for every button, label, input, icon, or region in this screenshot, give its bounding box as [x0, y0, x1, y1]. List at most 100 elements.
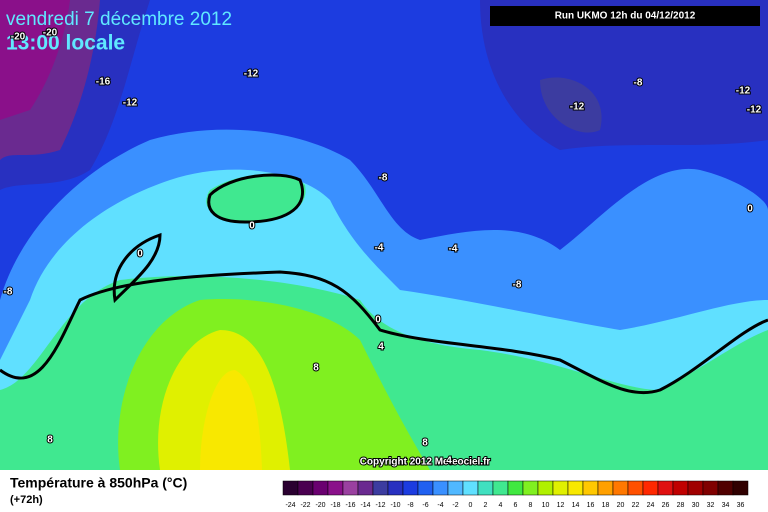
scale-label: 26 — [662, 502, 670, 509]
scale-label: 32 — [707, 502, 715, 509]
scale-swatch — [717, 480, 734, 496]
scale-swatch — [552, 480, 569, 496]
contour-label: -20 — [11, 32, 26, 43]
cold-area — [540, 77, 602, 133]
scale-label: -20 — [315, 502, 325, 509]
lead-time: (+72h) — [10, 494, 43, 506]
contour-label: -8 — [379, 173, 388, 184]
scale-label: 8 — [529, 502, 533, 509]
scale-swatch — [447, 480, 464, 496]
zero-contour — [0, 270, 768, 395]
warm-patch — [206, 174, 306, 223]
scale-label: 34 — [722, 502, 730, 509]
scale-swatch — [462, 480, 479, 496]
scale-label: 28 — [677, 502, 685, 509]
contour-label: 8 — [313, 363, 319, 374]
contour-label: -12 — [736, 86, 751, 97]
scale-swatch — [357, 480, 374, 496]
contour-label: 0 — [747, 204, 753, 215]
scale-label: 10 — [542, 502, 550, 509]
scale-swatch — [282, 480, 299, 496]
contour-label: 0 — [137, 249, 143, 260]
scale-swatch — [432, 480, 449, 496]
scale-swatch — [687, 480, 704, 496]
scale-label: -18 — [330, 502, 340, 509]
contour-label: 8 — [47, 435, 53, 446]
contour-label: -20 — [43, 28, 58, 39]
scale-swatch — [477, 480, 494, 496]
run-info: Run UKMO 12h du 04/12/2012 — [555, 11, 696, 22]
scale-swatch — [657, 480, 674, 496]
scale-label: 20 — [617, 502, 625, 509]
zero-contour — [207, 173, 304, 224]
contour-label: 8 — [422, 438, 428, 449]
contour-label: 0 — [375, 315, 381, 326]
run-box — [490, 6, 760, 26]
copyright: Copyright 2012 Meteociel.fr — [360, 457, 491, 468]
scale-swatch — [522, 480, 539, 496]
contour-label: -8 — [4, 287, 13, 298]
scale-label: -12 — [375, 502, 385, 509]
scale-swatch — [327, 480, 344, 496]
scale-label: -4 — [437, 502, 443, 509]
scale-swatch — [597, 480, 614, 496]
scale-label: -10 — [390, 502, 400, 509]
scale-swatch — [582, 480, 599, 496]
scale-swatch — [567, 480, 584, 496]
zero-contour — [112, 232, 162, 304]
contour-label: -12 — [570, 102, 585, 113]
scale-label: -24 — [285, 502, 295, 509]
scale-swatch — [387, 480, 404, 496]
scale-swatch — [732, 480, 749, 496]
scale-label: -2 — [452, 502, 458, 509]
time: 13:00 locale — [6, 32, 125, 55]
scale-swatch — [627, 480, 644, 496]
scale-label: 14 — [572, 502, 580, 509]
scale-label: 0 — [469, 502, 473, 509]
scale-label: 36 — [737, 502, 745, 509]
cold-area — [0, 0, 70, 120]
contour-label: 4 — [378, 342, 384, 353]
scale-label: 22 — [632, 502, 640, 509]
scale-label: 18 — [602, 502, 610, 509]
scale-label: 2 — [484, 502, 488, 509]
scale-swatch — [417, 480, 434, 496]
scale-label: 16 — [587, 502, 595, 509]
scale-label: 12 — [557, 502, 565, 509]
contour-label: 0 — [249, 221, 255, 232]
scale-swatch — [672, 480, 689, 496]
contour-label: -12 — [747, 105, 762, 116]
scale-label: 4 — [499, 502, 503, 509]
legend-title: Température à 850hPa (°C) — [10, 475, 187, 491]
contour-label: -16 — [96, 77, 111, 88]
scale-swatch — [297, 480, 314, 496]
scale-label: 6 — [514, 502, 518, 509]
contour-label: -4 — [449, 244, 458, 255]
scale-label: 30 — [692, 502, 700, 509]
contour-label: 4 — [446, 456, 452, 467]
scale-label: -16 — [345, 502, 355, 509]
contour-label: -8 — [513, 280, 522, 291]
contour-label: -8 — [634, 78, 643, 89]
scale-label: -14 — [360, 502, 370, 509]
warm-area — [200, 370, 262, 470]
scale-label: 24 — [647, 502, 655, 509]
scale-swatch — [507, 480, 524, 496]
contour-label: -12 — [244, 69, 259, 80]
scale-swatch — [342, 480, 359, 496]
scale-swatch — [402, 480, 419, 496]
scale-swatch — [702, 480, 719, 496]
scale-swatch — [372, 480, 389, 496]
scale-swatch — [642, 480, 659, 496]
scale-label: -8 — [407, 502, 413, 509]
date: vendredi 7 décembre 2012 — [6, 9, 232, 30]
scale-swatch — [312, 480, 329, 496]
scale-swatch — [537, 480, 554, 496]
scale-swatch — [492, 480, 509, 496]
scale-swatch — [612, 480, 629, 496]
scale-label: -22 — [300, 502, 310, 509]
contour-label: -4 — [375, 243, 384, 254]
contour-label: -12 — [123, 98, 138, 109]
